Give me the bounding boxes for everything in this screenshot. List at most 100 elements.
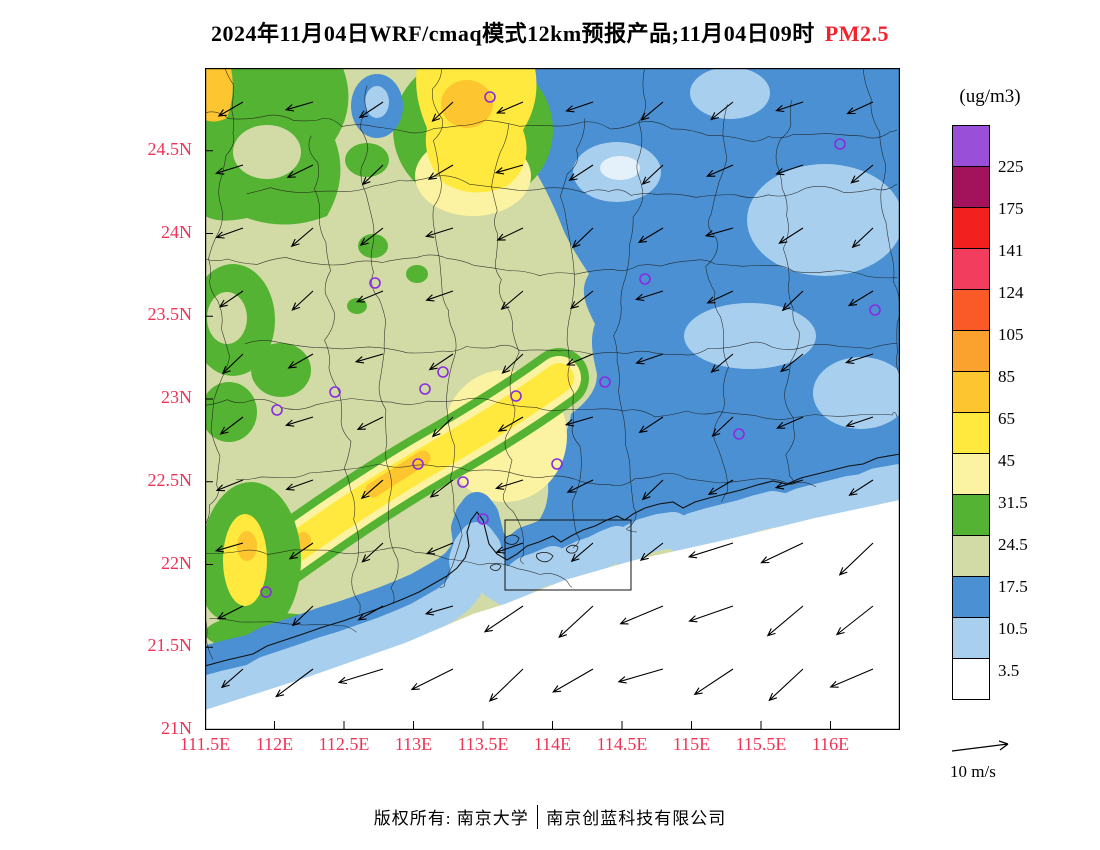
lon-label: 115.5E: [735, 734, 787, 754]
footer-owner: 版权所有: 南京大学: [373, 809, 529, 828]
wind-arrow: [760, 542, 804, 564]
wind-arrow: [360, 479, 384, 500]
colorbar: [952, 125, 990, 700]
wind-arrow: [565, 353, 594, 366]
lon-label: 113E: [394, 734, 433, 754]
wind-arrow: [359, 227, 384, 246]
wind-arrow: [410, 668, 454, 691]
wind-arrow: [693, 668, 734, 696]
wind-arrow: [284, 101, 314, 112]
colorbar-level-label: 17.5: [998, 577, 1028, 596]
colorbar-box: [952, 207, 990, 249]
wind-arrow: [285, 479, 314, 491]
title-pollutant: PM2.5: [824, 21, 889, 46]
page-title: 2024年11月04日WRF/cmaq模式12km预报产品;11月04日09时 P…: [0, 16, 1100, 48]
wind-arrow: [424, 605, 454, 616]
colorbar-box: [952, 412, 990, 454]
colorbar-level-label: 45: [998, 451, 1015, 470]
boundary-line: [705, 104, 729, 503]
lon-label: 113.5E: [457, 734, 509, 754]
boundary-line: [205, 397, 898, 420]
latitude-axis: 24.5N 24N 23.5N 23N 22.5N 22N 21.5N 21N: [118, 68, 198, 738]
wind-arrow: [355, 290, 384, 303]
wind-arrow: [850, 164, 874, 184]
lon-label: 116E: [811, 734, 850, 754]
pm25-contour-map: [205, 68, 900, 730]
wind-arrow: [215, 164, 244, 175]
city-marker: [639, 273, 651, 285]
map-border: [205, 68, 900, 730]
wind-arrow: [215, 479, 244, 492]
lon-label: 115E: [672, 734, 711, 754]
colorbar-unit-label: (ug/m3): [959, 86, 1021, 107]
boundary-line: [491, 123, 525, 565]
wind-arrow: [711, 416, 734, 438]
city-marker: [510, 390, 522, 402]
colorbar-box: [952, 289, 990, 331]
lat-label: 23.5N: [147, 304, 193, 325]
wind-arrow: [568, 164, 594, 182]
admin-boundaries: [205, 68, 900, 660]
wind-arrow: [500, 290, 524, 310]
wind-arrow: [635, 290, 664, 301]
wind-arrow: [688, 605, 734, 623]
wind-arrow: [775, 164, 804, 176]
wind-vectors: [214, 101, 874, 702]
colorbar-level-label: 141: [998, 241, 1024, 260]
boundary-line: [613, 68, 646, 533]
boundary-line: [775, 100, 800, 484]
wind-arrow: [780, 353, 804, 373]
boundary-line: [236, 463, 817, 488]
colorbar-level-label: 124: [998, 283, 1024, 302]
colorbar-box: [952, 125, 990, 167]
wind-arrow: [829, 668, 874, 688]
boundary-line: [862, 68, 900, 376]
lon-label: 114.5E: [596, 734, 648, 754]
wind-arrow: [638, 416, 664, 434]
wind-arrow: [218, 290, 244, 308]
wind-arrow: [775, 101, 804, 113]
city-marker: [551, 458, 563, 470]
wind-arrow: [570, 542, 594, 563]
city-marker: [599, 376, 611, 388]
city-marker: [437, 366, 449, 378]
colorbar-level-label: 225: [998, 157, 1024, 176]
wind-arrow: [639, 542, 664, 562]
wind-arrow: [845, 353, 874, 364]
wind-arrow: [428, 353, 454, 371]
colorbar-box: [952, 535, 990, 577]
wind-arrow: [776, 416, 804, 429]
wind-arrow: [641, 164, 664, 186]
wind-arrow: [354, 353, 384, 364]
wind-arrow: [494, 164, 524, 175]
wind-arrow: [483, 605, 524, 633]
wind-arrow: [488, 668, 524, 702]
wind-arrow: [778, 227, 804, 244]
city-markers: [260, 91, 881, 598]
wind-arrow: [565, 101, 594, 113]
wind-arrow: [337, 668, 384, 685]
wind-arrow: [835, 605, 874, 636]
wind-arrow: [635, 353, 664, 365]
wind-arrow: [495, 101, 524, 114]
footer-company: 南京创蓝科技有限公司: [546, 809, 727, 828]
wind-arrow: [425, 290, 454, 302]
boundary-line: [246, 175, 898, 198]
colorbar-labels: 225 175 141 124 105 85 65 45 31.5 24.5 17.5 10.5 3.5: [998, 125, 1058, 725]
lat-label: 23N: [161, 387, 192, 407]
wind-arrow: [425, 542, 454, 555]
wind-arrow: [838, 542, 874, 576]
city-marker: [457, 476, 469, 488]
wind-arrow: [219, 416, 244, 435]
colorbar-level-label: 175: [998, 199, 1024, 218]
wind-arrow: [704, 227, 734, 238]
wind-arrow: [221, 353, 244, 375]
wind-arrow: [710, 101, 734, 121]
wind-arrow: [766, 605, 804, 637]
boundary-line: [205, 254, 898, 279]
boundary-line: [431, 68, 463, 589]
colorbar-box: [952, 330, 990, 372]
boundary-line: [209, 618, 357, 633]
wind-arrow: [774, 479, 804, 490]
colorbar-box: [952, 494, 990, 536]
